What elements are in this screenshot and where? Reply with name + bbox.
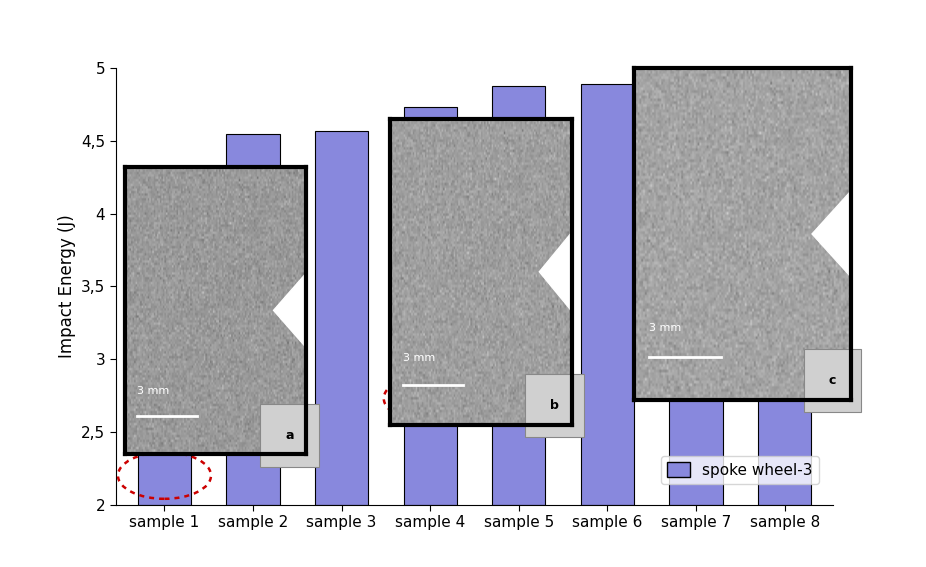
Text: b: b [550,399,559,412]
Polygon shape [273,273,307,348]
Bar [669,53,722,505]
Bar [493,86,545,505]
Text: 3 mm: 3 mm [403,353,435,363]
Bar [138,184,191,505]
Text: 3 mm: 3 mm [137,386,169,396]
Text: c: c [829,374,836,387]
Legend: spoke wheel-3: spoke wheel-3 [661,456,819,484]
Bar [315,130,369,505]
Text: 3 mm: 3 mm [649,324,682,333]
Bar [758,53,811,505]
Polygon shape [539,232,572,311]
Bar [581,84,634,505]
Bar [227,134,280,505]
Text: a: a [285,429,294,442]
Polygon shape [812,191,851,277]
Y-axis label: Impact Energy (J): Impact Energy (J) [57,214,76,358]
Bar [404,107,457,505]
